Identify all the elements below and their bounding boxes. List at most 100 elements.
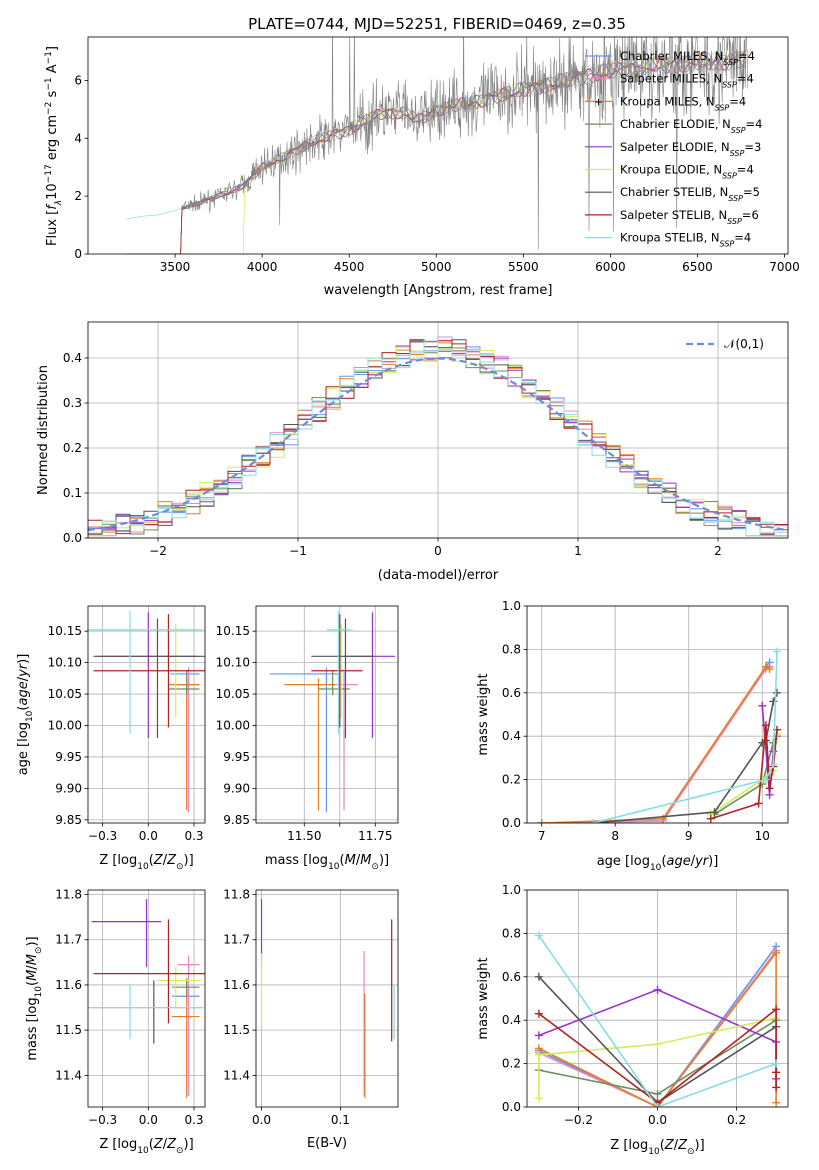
weight-marker [772,1005,781,1014]
weight-marker [589,819,598,823]
axes-frame [255,605,399,824]
plot-area [534,931,781,1107]
y-tick-label: 0.3 [63,396,82,410]
legend-entry: Kroupa ELODIE, NSSP=4 [620,163,754,181]
x-axis-label: E(B-V) [307,1136,347,1151]
x-tick-label: −2 [149,544,167,558]
y-tick-label: 11.4 [55,1068,82,1082]
x-axis-label: wavelength [Angstrom, rest frame] [324,283,553,298]
axes-frame [526,889,789,1108]
weight-marker [772,1083,781,1092]
plot-area [88,611,205,813]
y-tick-label: 6 [74,73,82,87]
axes: −0.2 0.0 0.2 0.0 0.2 0.4 0.6 0.8 1.0 Z [log10(Z/Z… [476,883,789,1157]
x-tick-label: −0.3 [88,1113,117,1127]
x-tick-label: 11.75 [358,829,392,843]
y-axis-label: mass weight [476,957,491,1039]
axes-frame [87,605,206,824]
legend-entry: Salpeter STELIB, NSSP=6 [620,208,759,226]
x-tick-label: 0.1 [331,1113,350,1127]
y-tick-label: 11.6 [55,978,82,992]
weight-line [593,651,778,823]
y-tick-label: 0.2 [502,773,521,787]
y-tick-label: 11.5 [55,1023,82,1037]
axes-frame [87,321,789,539]
y-tick-label: 0.0 [63,531,82,545]
x-tick-label: 0.2 [727,1113,746,1127]
y-tick-label: 9.85 [223,813,250,827]
grid [527,605,788,824]
x-axis-label: age [log10(age/yr)] [597,854,719,873]
x-tick-label: 8 [611,829,619,843]
y-tick-label: 0.4 [502,1013,521,1027]
normal-curve [88,357,788,532]
x-tick-label: 1 [574,544,582,558]
y-tick-label: 0.8 [502,926,521,940]
y-tick-label: 11.6 [223,978,250,992]
chart-weight_vs_Z: −0.2 0.0 0.2 0.0 0.2 0.4 0.6 0.8 1.0 Z [log10(Z/Z… [476,883,789,1157]
y-axis-label: mass [log10(M/M⊙)] [25,936,44,1060]
x-tick-label: 5500 [508,260,539,274]
chart-mass_vs_ebv: 0.0 0.1 11.4 11.5 11.6 11.7 11.8 E(B-V) [223,888,399,1151]
y-tick-label: 10.05 [48,687,82,701]
y-tick-label: 11.8 [55,888,82,902]
weight-line [538,935,777,1107]
weight-marker [534,1009,543,1018]
chart-mass_vs_Z: −0.3 0.0 0.3 11.4 11.5 11.6 11.7 11.8 Z [log10(Z… [25,888,206,1156]
histogram-step [88,340,788,537]
x-tick-label: −1 [289,544,307,558]
y-tick-label: 0.0 [502,816,521,830]
y-tick-label: 1.0 [502,883,521,897]
x-axis-label: Z [log10(Z/Z⊙)] [99,853,193,872]
x-tick-label: 4500 [334,260,365,274]
y-tick-label: 11.7 [223,933,250,947]
weight-marker [537,819,546,823]
weight-line [593,692,778,823]
weight-marker [772,688,781,697]
y-axis-label: Normed distribution [36,365,51,495]
weight-marker [534,1031,543,1040]
weight-line [538,1017,777,1099]
x-tick-label: 6000 [595,260,626,274]
weight-marker [772,948,781,957]
y-tick-label: 0.6 [502,686,521,700]
y-tick-label: 2 [74,189,82,203]
y-tick-label: 11.8 [223,888,250,902]
plot-area [537,647,781,823]
y-tick-label: 0.4 [502,729,521,743]
chart-age_vs_mass: 11.50 11.75 9.85 9.90 9.95 10.00 10.05 10.10 10.… [216,605,399,872]
legend-entry: Salpeter MILES, NSSP=4 [620,72,754,90]
x-tick-label: 0.0 [252,1113,271,1127]
weight-line [541,665,770,823]
weight-marker [772,1059,781,1068]
y-tick-label: 10.00 [216,719,250,733]
axes-frame [87,36,789,255]
x-tick-label: −0.2 [564,1113,593,1127]
y-tick-label: 10.15 [48,624,82,638]
x-tick-label: 0.0 [648,1113,667,1127]
axes-frame [526,605,789,824]
x-tick-label: −0.3 [88,829,117,843]
y-tick-label: 9.90 [55,781,82,795]
x-axis-label: Z [log10(Z/Z⊙)] [610,1138,704,1157]
legend-entry: Chabrier STELIB, NSSP=5 [620,185,760,203]
y-tick-label: 0.2 [63,441,82,455]
y-axis-label: age [log10(age/yr)] [16,654,35,776]
y-tick-label: 0.2 [502,1057,521,1071]
weight-line [538,950,777,1107]
weight-marker [772,647,781,656]
y-tick-label: 9.90 [223,781,250,795]
plot-area [88,336,788,537]
y-tick-label: 0.8 [502,642,521,656]
legend-entry: Salpeter ELODIE, NSSP=3 [620,140,761,158]
weight-marker [706,814,715,823]
axes: 7 8 9 10 0.0 0.2 0.4 0.6 0.8 1.0 age [log10(age/yr… [476,599,789,873]
y-axis-label: mass weight [476,673,491,755]
plot-area [126,37,749,254]
y-tick-label: 0 [74,247,82,261]
y-tick-label: 0.4 [63,351,82,365]
weight-marker [761,721,770,730]
plot-area [269,611,396,813]
grid [527,889,788,1108]
weight-marker [758,701,767,710]
